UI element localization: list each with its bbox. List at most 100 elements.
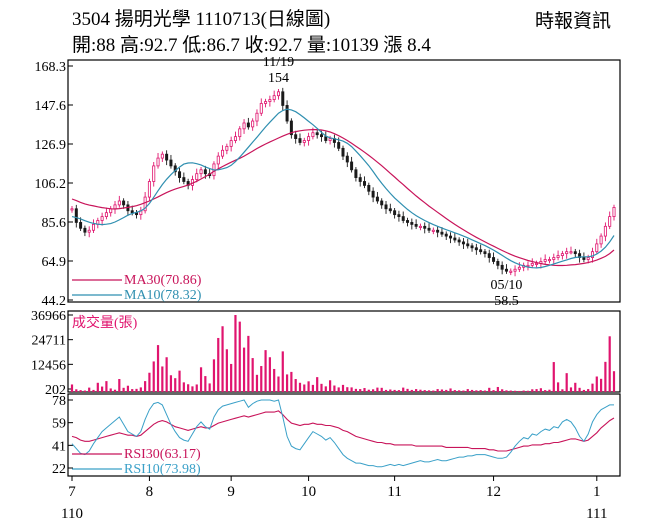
volume-bar — [367, 389, 370, 392]
volume-bar — [526, 390, 530, 392]
candle-body — [233, 136, 237, 141]
volume-bar — [303, 384, 306, 392]
volume-bar — [427, 390, 431, 392]
candle-body — [83, 227, 87, 233]
chart-title: 3504 揚明光學 1110713(日線圖) — [72, 9, 331, 30]
candle-body — [479, 249, 483, 253]
candle-body — [195, 173, 199, 180]
peak-date: 11/19 — [263, 55, 294, 70]
candle-body — [337, 142, 341, 149]
candle-body — [547, 259, 551, 262]
volume-bar — [582, 389, 585, 392]
volume-bar — [156, 345, 160, 392]
volume-bar — [475, 390, 478, 392]
candle-body — [276, 91, 280, 97]
volume-bar — [139, 387, 142, 392]
volume-bar — [251, 358, 254, 392]
volume-bar — [522, 390, 525, 392]
volume-bar — [415, 389, 418, 392]
legend-label: RSI30(63.17) — [124, 447, 201, 462]
volume-bar — [234, 315, 237, 392]
volume-bar — [608, 336, 611, 392]
volume-bar — [96, 382, 99, 392]
volume-bar — [419, 389, 422, 392]
candle-body — [298, 138, 302, 143]
volume-bar — [604, 361, 607, 392]
volume-bar — [359, 389, 362, 392]
volume-bar — [350, 387, 353, 392]
candle-body — [255, 112, 259, 122]
candle-body — [406, 220, 410, 223]
volume-bar — [109, 388, 112, 392]
candle-body — [410, 222, 414, 225]
volume-bar — [195, 384, 198, 392]
candle-body — [414, 223, 418, 227]
y-tick-label: 22 — [52, 462, 66, 477]
volume-bar — [83, 390, 87, 392]
volume-bar — [544, 390, 547, 392]
candle-body — [203, 169, 207, 175]
y-tick-label: 41 — [52, 439, 66, 454]
x-axis: 7110891011121111234567/13 — [61, 476, 607, 522]
candle-body — [147, 181, 151, 198]
volume-bar — [217, 337, 220, 392]
volume-bar — [285, 374, 289, 392]
volume-bar — [466, 389, 469, 392]
candle-body — [130, 210, 134, 214]
y-tick-label: 106.2 — [35, 177, 67, 192]
volume-bar — [212, 359, 216, 392]
volume-bar — [230, 363, 233, 392]
candle-body — [350, 161, 354, 171]
volume-bar — [242, 347, 246, 392]
volume-bar — [458, 390, 461, 392]
rsi30-line — [71, 410, 615, 452]
candle-body — [457, 239, 461, 243]
volume-bar — [324, 386, 327, 392]
y-tick-label: 126.9 — [35, 138, 67, 153]
price-panel: 168.3 147.6 126.9 106.2 85.6 64.9 44.2 MA30(70.… — [35, 55, 621, 309]
volume-bar — [453, 390, 456, 392]
candle-body — [221, 149, 225, 157]
volume-bar — [118, 379, 121, 392]
volume-bar — [165, 357, 168, 392]
volume-bar — [445, 389, 448, 392]
volume-bar — [574, 382, 577, 392]
candle-body — [560, 253, 564, 256]
y-tick-label: 147.6 — [35, 99, 67, 114]
candle-body — [345, 155, 349, 163]
volume-bar — [393, 389, 396, 392]
candle-body — [285, 105, 289, 122]
volume-bar — [92, 389, 95, 392]
candle-body — [388, 208, 392, 212]
ma10-line — [71, 108, 615, 269]
x-tick-label: 1 — [593, 484, 601, 500]
volume-bar — [105, 381, 108, 392]
trough-date: 05/10 — [491, 278, 523, 293]
x-tick-label: 10 — [301, 484, 316, 500]
candle-body — [302, 140, 306, 143]
volume-bar — [178, 370, 181, 392]
candle-body — [453, 237, 457, 241]
volume-bar — [135, 388, 138, 392]
candle-body — [152, 165, 156, 182]
volume-bar — [320, 383, 323, 392]
volume-bar — [225, 349, 228, 392]
volume-bar — [531, 389, 534, 392]
candle-body — [487, 253, 491, 258]
candle-body — [401, 216, 405, 221]
candle-body — [341, 147, 345, 157]
volume-bar — [402, 387, 405, 392]
candle-body — [444, 233, 448, 237]
volume-bar — [587, 389, 590, 392]
volume-bar — [152, 361, 155, 392]
volume-bar — [552, 362, 555, 392]
candle-body — [143, 196, 147, 212]
y-tick-label: 78 — [52, 394, 66, 409]
volume-bar — [204, 376, 207, 392]
candle-body — [492, 257, 496, 262]
candle-body — [358, 177, 362, 182]
candle-body — [504, 268, 508, 272]
candle-body — [590, 251, 594, 258]
volume-bar — [406, 388, 409, 392]
